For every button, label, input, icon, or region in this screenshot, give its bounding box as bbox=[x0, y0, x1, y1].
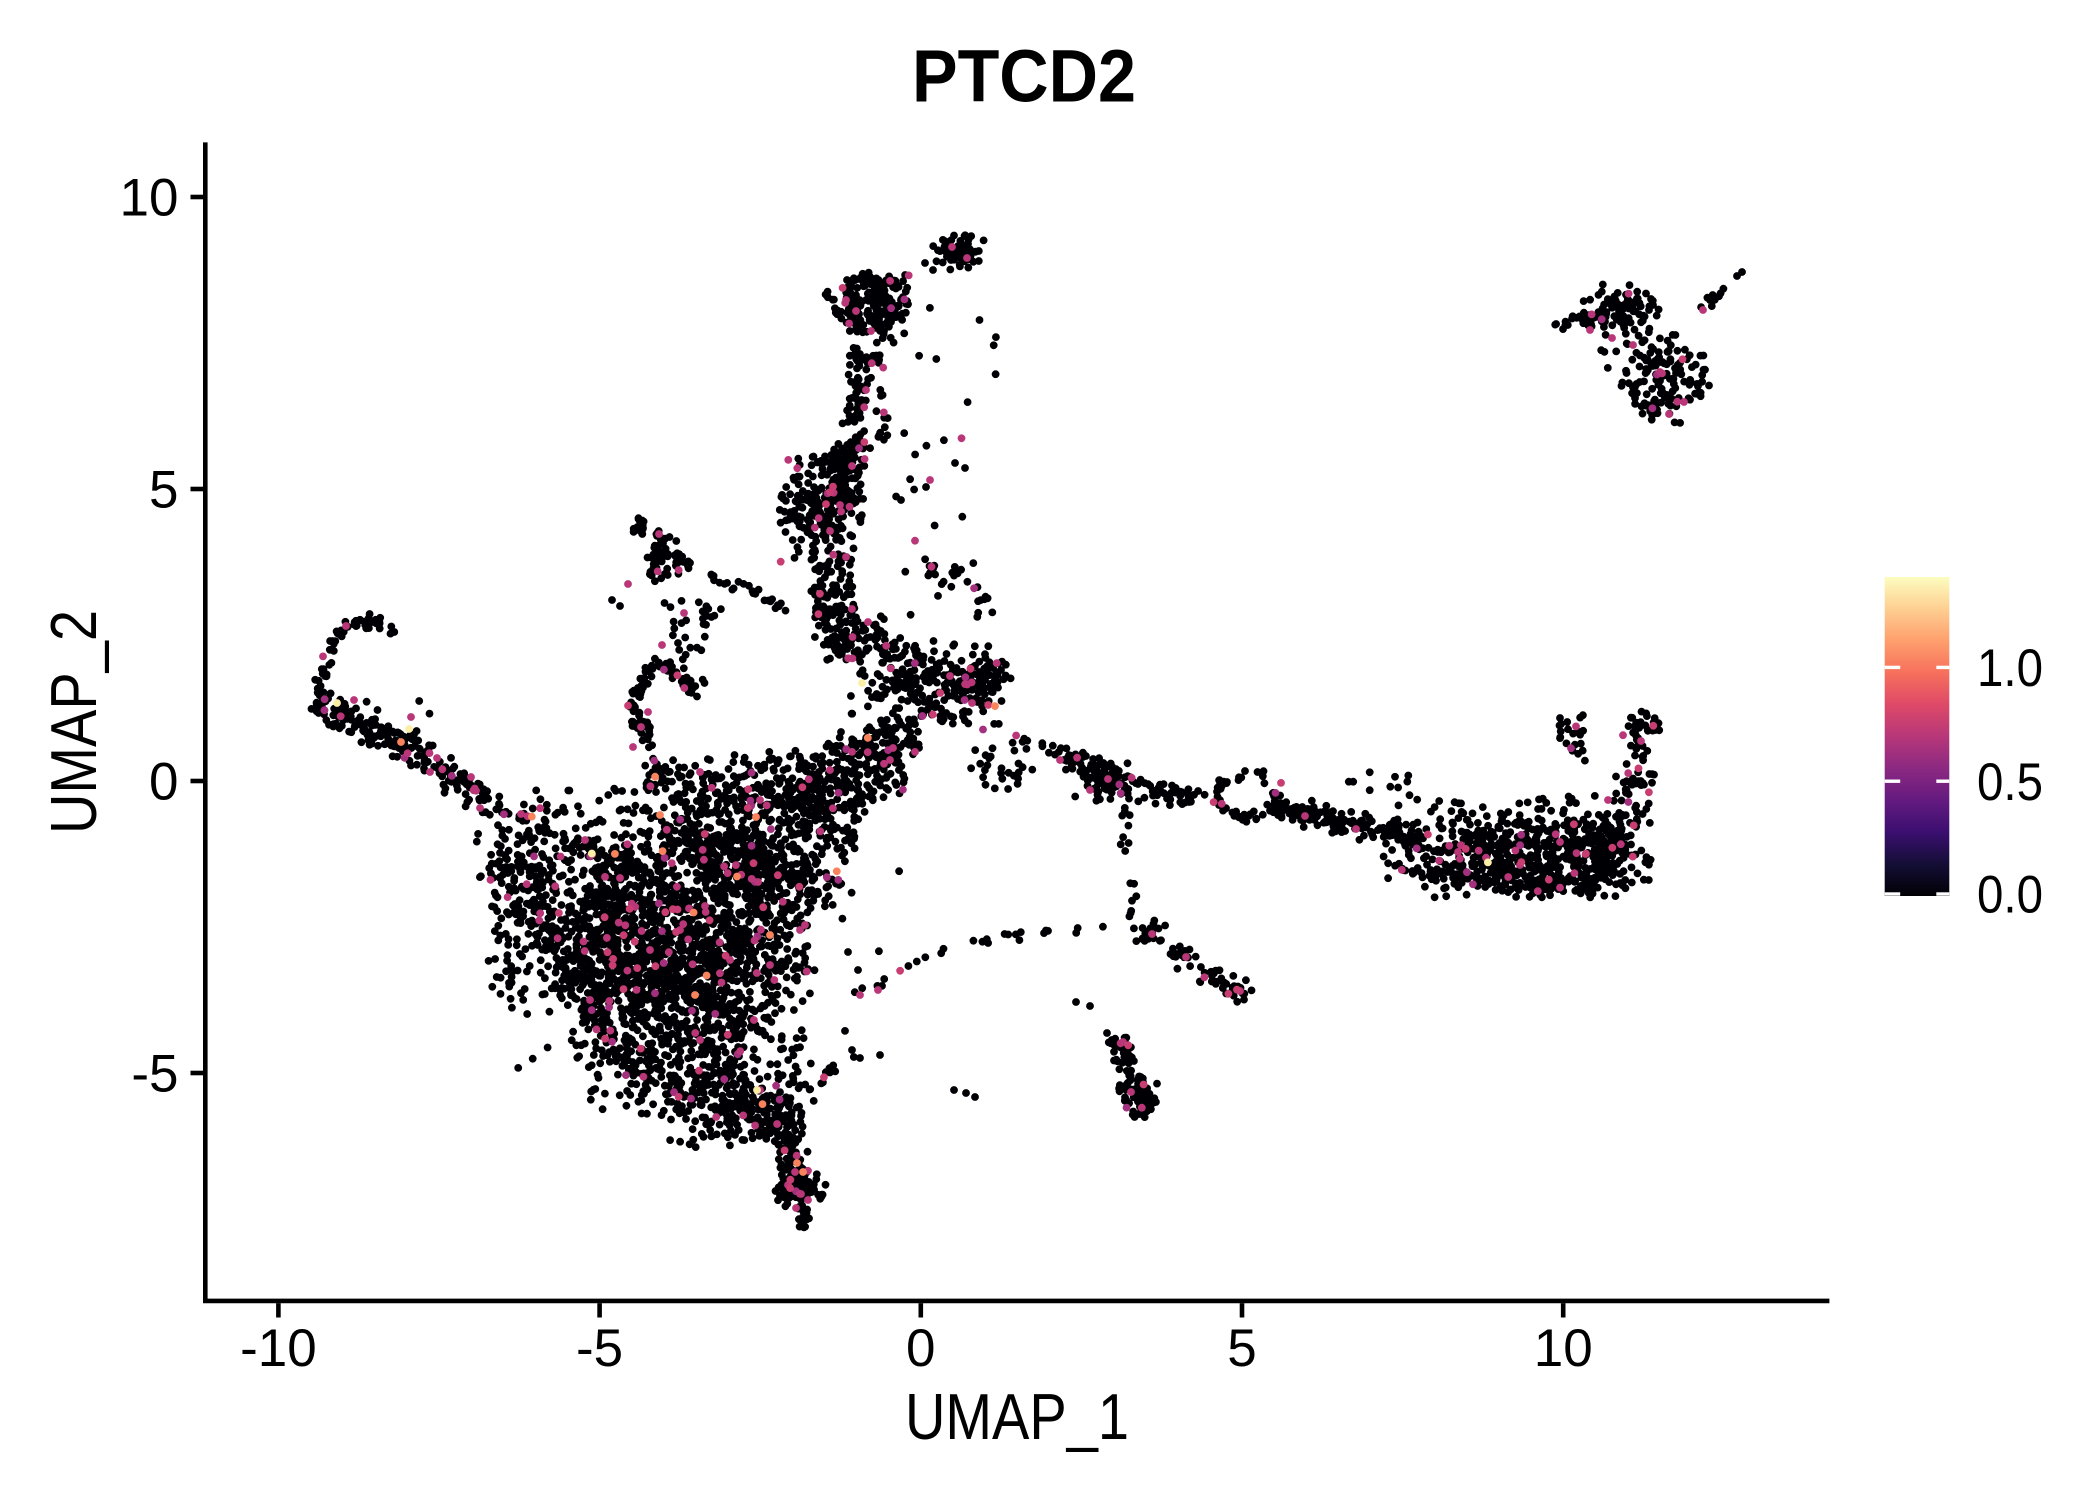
svg-text:UMAP_2: UMAP_2 bbox=[37, 610, 110, 834]
svg-text:1.0: 1.0 bbox=[1977, 639, 2043, 698]
svg-text:0: 0 bbox=[906, 1319, 935, 1378]
svg-text:PTCD2: PTCD2 bbox=[912, 35, 1136, 118]
svg-text:-5: -5 bbox=[131, 1045, 178, 1104]
svg-text:-10: -10 bbox=[240, 1319, 317, 1378]
svg-text:0.0: 0.0 bbox=[1977, 866, 2043, 925]
svg-text:UMAP_1: UMAP_1 bbox=[905, 1380, 1129, 1453]
svg-text:10: 10 bbox=[1534, 1319, 1593, 1378]
svg-text:0.5: 0.5 bbox=[1977, 753, 2043, 812]
svg-text:5: 5 bbox=[1227, 1319, 1256, 1378]
svg-text:0: 0 bbox=[149, 753, 178, 812]
svg-text:-5: -5 bbox=[576, 1319, 623, 1378]
svg-text:5: 5 bbox=[149, 461, 178, 520]
svg-text:10: 10 bbox=[120, 169, 179, 228]
